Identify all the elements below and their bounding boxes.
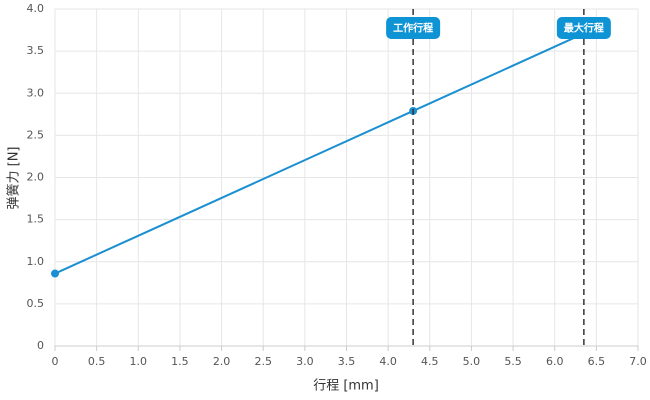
x-tick-label: 5.0: [463, 355, 481, 368]
annotation-box: [556, 17, 611, 39]
x-tick-label: 6.0: [546, 355, 564, 368]
y-tick-label: 0: [37, 339, 44, 352]
x-tick-label: 5.5: [504, 355, 522, 368]
x-tick-label: 1.0: [130, 355, 148, 368]
x-axis-title: 行程 [mm]: [313, 379, 379, 394]
x-tick-label: 1.5: [171, 355, 189, 368]
x-tick-label: 7.0: [629, 355, 647, 368]
annotation-box: [386, 17, 441, 39]
y-tick-label: 3.0: [27, 86, 45, 99]
series-line: [54, 32, 585, 275]
x-tick-label: 4.5: [421, 355, 439, 368]
x-tick-label: 0.5: [88, 355, 106, 368]
y-tick-label: 3.5: [27, 44, 45, 57]
x-tick-label: 0: [52, 355, 59, 368]
y-tick-label: 0.5: [27, 297, 45, 310]
x-tick-label: 4.0: [379, 355, 397, 368]
x-tick-label: 2.0: [213, 355, 231, 368]
y-tick-label: 1.0: [27, 255, 45, 268]
y-tick-label: 2.0: [27, 171, 45, 184]
annotation-label: 工作行程: [393, 22, 433, 35]
point: [51, 269, 59, 278]
annotation-label: 最大行程: [564, 22, 604, 35]
x-tick-label: 2.5: [254, 355, 272, 368]
y-tick-label: 1.5: [27, 213, 45, 226]
x-tick-label: 6.5: [588, 355, 606, 368]
y-axis-title: 弹簧力 [N]: [6, 146, 22, 209]
x-tick-label: 3.5: [338, 355, 356, 368]
x-tick-label: 3.0: [296, 355, 314, 368]
y-tick-label: 2.5: [27, 128, 45, 141]
y-tick-label: 4.0: [27, 2, 45, 15]
